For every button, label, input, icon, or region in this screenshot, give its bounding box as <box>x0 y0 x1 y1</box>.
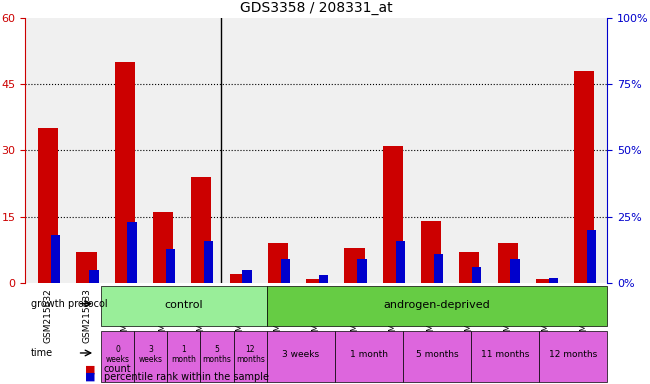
Bar <box>229 274 250 283</box>
Bar <box>153 212 173 283</box>
FancyBboxPatch shape <box>101 331 134 382</box>
Text: 12 months: 12 months <box>549 350 597 359</box>
Bar <box>268 243 288 283</box>
Bar <box>344 248 365 283</box>
Bar <box>127 222 137 283</box>
Text: growth protocol: growth protocol <box>31 299 108 309</box>
Text: 5 months: 5 months <box>416 350 458 359</box>
FancyBboxPatch shape <box>134 331 167 382</box>
Bar <box>472 267 482 283</box>
Text: 11 months: 11 months <box>481 350 529 359</box>
Text: percentile rank within the sample: percentile rank within the sample <box>104 372 269 382</box>
Text: 1 month: 1 month <box>350 350 388 359</box>
Text: 3 weeks: 3 weeks <box>282 350 319 359</box>
Bar <box>191 177 211 283</box>
Bar <box>115 62 135 283</box>
Bar <box>358 259 367 283</box>
Title: GDS3358 / 208331_at: GDS3358 / 208331_at <box>240 2 393 15</box>
Bar <box>587 230 596 283</box>
FancyBboxPatch shape <box>167 331 200 382</box>
FancyBboxPatch shape <box>335 331 403 382</box>
Bar <box>536 279 556 283</box>
FancyBboxPatch shape <box>233 331 266 382</box>
Text: ■: ■ <box>84 364 95 374</box>
Text: androgen-deprived: androgen-deprived <box>384 300 490 310</box>
Text: count: count <box>104 364 131 374</box>
Bar <box>434 254 443 283</box>
FancyBboxPatch shape <box>539 331 607 382</box>
Bar <box>549 278 558 283</box>
FancyBboxPatch shape <box>266 286 607 326</box>
Text: 0
weeks: 0 weeks <box>105 345 129 364</box>
Bar <box>38 128 58 283</box>
Bar <box>166 248 175 283</box>
Text: control: control <box>164 300 203 310</box>
Bar <box>460 252 480 283</box>
Text: 5
months: 5 months <box>203 345 231 364</box>
Bar <box>204 241 213 283</box>
Bar <box>421 221 441 283</box>
Bar <box>498 243 518 283</box>
Text: ■: ■ <box>84 372 95 382</box>
FancyBboxPatch shape <box>266 331 335 382</box>
Bar <box>89 270 99 283</box>
Bar <box>319 275 328 283</box>
FancyBboxPatch shape <box>403 331 471 382</box>
Bar <box>383 146 403 283</box>
Bar <box>574 71 594 283</box>
Text: 1
month: 1 month <box>172 345 196 364</box>
Bar <box>77 252 97 283</box>
Bar <box>395 241 405 283</box>
Bar <box>242 270 252 283</box>
Bar <box>281 259 290 283</box>
Bar <box>510 259 520 283</box>
Bar <box>306 279 326 283</box>
FancyBboxPatch shape <box>471 331 539 382</box>
Bar <box>51 235 60 283</box>
Text: 3
weeks: 3 weeks <box>138 345 162 364</box>
FancyBboxPatch shape <box>101 286 266 326</box>
FancyBboxPatch shape <box>200 331 233 382</box>
Text: 12
months: 12 months <box>236 345 265 364</box>
Text: time: time <box>31 348 53 358</box>
